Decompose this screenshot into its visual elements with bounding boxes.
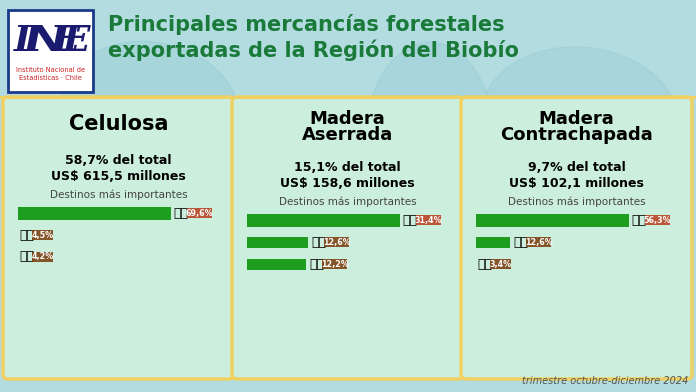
Text: Madera: Madera <box>310 110 386 128</box>
Text: Madera: Madera <box>539 110 615 128</box>
Bar <box>32 252 53 262</box>
Text: 🇰🇷: 🇰🇷 <box>19 229 34 241</box>
Text: 🇳🇱: 🇳🇱 <box>19 250 34 263</box>
Text: US$ 615,5 millones: US$ 615,5 millones <box>51 169 186 183</box>
Text: 🇲🇽: 🇲🇽 <box>513 236 528 249</box>
Text: 4,5%: 4,5% <box>31 230 54 240</box>
Text: Celulosa: Celulosa <box>69 114 168 134</box>
Text: 9,7% del total: 9,7% del total <box>528 160 626 174</box>
Text: Contrachapada: Contrachapada <box>500 126 653 144</box>
Ellipse shape <box>565 207 655 277</box>
Text: 🇺🇸: 🇺🇸 <box>403 214 418 227</box>
Bar <box>322 259 347 269</box>
Ellipse shape <box>125 197 215 327</box>
Bar <box>32 230 53 240</box>
Text: Aserrada: Aserrada <box>302 126 393 144</box>
Bar <box>18 207 171 220</box>
Bar <box>490 259 511 269</box>
Text: 🇲🇽: 🇲🇽 <box>309 258 324 270</box>
Text: INE: INE <box>13 24 91 58</box>
Text: 15,1% del total: 15,1% del total <box>294 160 401 174</box>
Text: Principales mercancías forestales: Principales mercancías forestales <box>108 13 505 34</box>
Text: 12,6%: 12,6% <box>525 238 553 247</box>
Text: 🇨🇳: 🇨🇳 <box>174 207 189 220</box>
Bar <box>416 215 441 225</box>
Text: 69,6%: 69,6% <box>185 209 213 218</box>
Bar <box>644 215 670 225</box>
Text: exportadas de la Región del Biobío: exportadas de la Región del Biobío <box>108 39 519 61</box>
Text: Destinos más importantes: Destinos más importantes <box>278 197 416 207</box>
Ellipse shape <box>61 41 239 183</box>
Text: Instituto Nacional de
Estadísticas · Chile: Instituto Nacional de Estadísticas · Chi… <box>16 67 85 81</box>
Text: Destinos más importantes: Destinos más importantes <box>507 197 645 207</box>
Bar <box>247 214 400 227</box>
Bar <box>187 208 212 218</box>
Text: I E: I E <box>24 24 81 58</box>
Bar <box>476 214 628 227</box>
Bar <box>476 236 510 247</box>
Text: 🇳🇿: 🇳🇿 <box>477 258 492 270</box>
Bar <box>324 237 349 247</box>
Text: 12,6%: 12,6% <box>323 238 351 247</box>
Text: Destinos más importantes: Destinos más importantes <box>49 190 187 200</box>
Bar <box>8 10 93 92</box>
FancyBboxPatch shape <box>232 97 463 379</box>
Bar <box>247 236 308 247</box>
Text: 🇺🇸: 🇺🇸 <box>632 214 647 227</box>
Text: 3,4%: 3,4% <box>489 260 512 269</box>
Ellipse shape <box>365 42 495 242</box>
Text: 12,2%: 12,2% <box>321 260 349 269</box>
Text: US$ 102,1 millones: US$ 102,1 millones <box>509 176 644 189</box>
Text: 4,2%: 4,2% <box>31 252 54 261</box>
Bar <box>0 96 696 99</box>
Text: US$ 158,6 millones: US$ 158,6 millones <box>280 176 415 189</box>
Text: 31,4%: 31,4% <box>414 216 442 225</box>
FancyBboxPatch shape <box>3 97 234 379</box>
Text: trimestre octubre-diciembre 2024: trimestre octubre-diciembre 2024 <box>521 376 688 386</box>
Bar <box>526 237 551 247</box>
FancyBboxPatch shape <box>461 97 692 379</box>
Text: 🇰🇷: 🇰🇷 <box>311 236 326 249</box>
Ellipse shape <box>480 47 680 197</box>
Text: 56,3%: 56,3% <box>643 216 671 225</box>
Bar <box>247 258 306 270</box>
Text: 58,7% del total: 58,7% del total <box>65 154 172 167</box>
